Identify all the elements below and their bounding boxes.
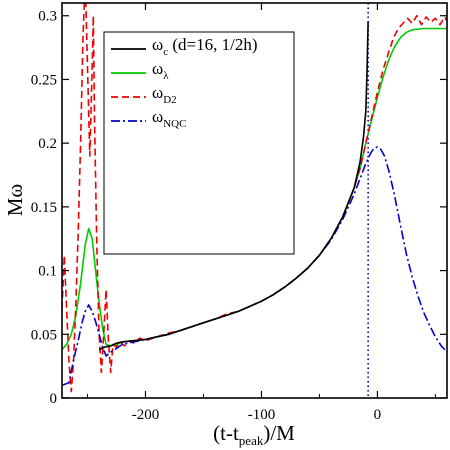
legend-label-λ: ωλ: [152, 59, 169, 82]
x-axis-title-main: (t-t: [213, 421, 239, 445]
series-layer: [62, 3, 447, 398]
y-tick-label: 0.2: [38, 136, 57, 152]
x-axis-title-sub: peak: [239, 433, 264, 448]
legend-label-d2: ωD2: [152, 83, 177, 106]
y-tick-label: 0.1: [38, 264, 57, 280]
x-axis-title: (t-tpeak)/M: [213, 421, 295, 448]
legend-box: [103, 31, 295, 255]
plot-frame: [61, 2, 448, 399]
x-tick-label: -200: [132, 407, 160, 423]
series-line-c: [98, 22, 369, 351]
y-tick-label: 0: [50, 391, 58, 407]
y-axis-title: Mω: [3, 184, 27, 217]
x-tick-label: -100: [248, 407, 276, 423]
x-tick-label: 0: [374, 407, 382, 423]
y-tick-label: 0.3: [38, 9, 57, 25]
y-tick-label: 0.05: [31, 327, 57, 343]
tick-layer: -200 -100 0 0 0.05 0.1 0.15 0.2 0.25 0.3: [31, 3, 447, 423]
legend-label-nqc: ωNQC: [152, 107, 186, 130]
legend-label-c: ωc (d=16, 1/2h): [152, 35, 257, 58]
y-tick-label: 0.25: [31, 72, 57, 88]
series-line-d2: [62, 3, 447, 393]
y-tick-label: 0.15: [31, 200, 57, 216]
x-axis-title-tail: )/M: [263, 421, 295, 445]
